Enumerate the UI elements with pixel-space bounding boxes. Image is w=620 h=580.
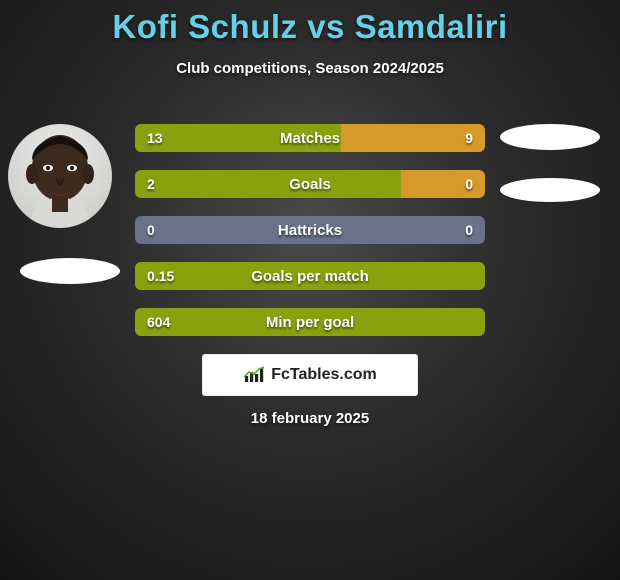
subtitle: Club competitions, Season 2024/2025 — [0, 60, 620, 77]
player-2-badge-2 — [500, 178, 600, 202]
stat-label: Goals per match — [135, 262, 485, 290]
stat-label: Hattricks — [135, 216, 485, 244]
date-label: 18 february 2025 — [0, 410, 620, 427]
branding[interactable]: FcTables.com — [202, 354, 418, 396]
branding-text: FcTables.com — [271, 366, 377, 384]
stat-row: 00Hattricks — [135, 216, 485, 244]
stat-label: Min per goal — [135, 308, 485, 336]
bar-chart-icon — [243, 366, 265, 384]
avatar-icon — [8, 124, 112, 228]
stat-label: Goals — [135, 170, 485, 198]
stats-bars: 139Matches 20Goals 00Hattricks 0.15Goals pe… — [135, 124, 485, 336]
player-1-avatar — [8, 124, 112, 228]
comparison-card: Kofi Schulz vs Samdaliri Club competitio… — [0, 0, 620, 580]
stat-row: 0.15Goals per match — [135, 262, 485, 290]
player-2-badge-1 — [500, 124, 600, 150]
player-1-badge — [20, 258, 120, 284]
page-title: Kofi Schulz vs Samdaliri — [0, 0, 620, 46]
stat-row: 139Matches — [135, 124, 485, 152]
stat-label: Matches — [135, 124, 485, 152]
stat-row: 604Min per goal — [135, 308, 485, 336]
stat-row: 20Goals — [135, 170, 485, 198]
